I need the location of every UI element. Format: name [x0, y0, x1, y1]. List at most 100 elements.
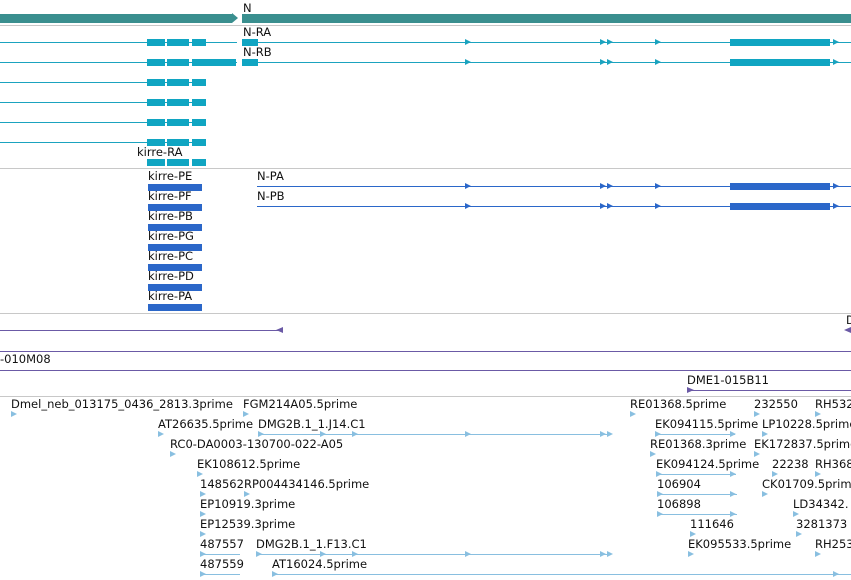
arrow-icon [655, 203, 661, 209]
est-arrow-icon[interactable] [688, 551, 694, 557]
gene-bar-n[interactable] [242, 14, 851, 23]
protein-label-kirre: kirre-PE [148, 169, 193, 183]
est-label: RE01368.5prime [630, 397, 727, 411]
est-line[interactable] [200, 554, 240, 555]
est-arrow-icon[interactable] [754, 411, 760, 417]
transcript-exon[interactable] [147, 159, 165, 166]
transcript-exon [192, 59, 236, 66]
clone-line[interactable] [0, 330, 280, 331]
est-arrow-icon[interactable] [11, 411, 17, 417]
est-arrow-icon[interactable] [200, 511, 206, 517]
est-arrow-icon[interactable] [772, 471, 778, 477]
protein-line[interactable] [257, 186, 851, 187]
transcript-line[interactable] [0, 122, 206, 123]
est-arrow-icon[interactable] [244, 491, 250, 497]
est-line[interactable] [656, 474, 736, 475]
clone-line[interactable] [0, 351, 851, 352]
transcript-exon [167, 119, 189, 126]
est-label: 487557 [200, 537, 244, 551]
arrow-icon [465, 203, 471, 209]
est-arrow-icon [600, 551, 606, 557]
est-arrow-icon[interactable] [650, 451, 656, 457]
protein-exon[interactable] [148, 184, 202, 191]
est-arrow-icon[interactable] [197, 471, 203, 477]
est-arrow-icon [657, 491, 663, 497]
arrow-icon [607, 39, 613, 45]
est-arrow-icon [465, 551, 471, 557]
arrow-icon [465, 183, 471, 189]
est-label: 22238 [772, 457, 809, 471]
protein-label-kirre: kirre-PA [148, 289, 193, 303]
transcript-line[interactable] [242, 42, 851, 43]
est-arrow-icon[interactable] [793, 511, 799, 517]
est-label: 232550 [754, 397, 798, 411]
protein-track-divider [0, 313, 851, 314]
est-arrow-icon[interactable] [815, 471, 821, 477]
transcript-exon [147, 59, 165, 66]
arrow-icon [833, 203, 839, 209]
transcript-exon [242, 59, 258, 66]
est-arrow-icon [730, 431, 736, 437]
protein-exon [730, 183, 830, 190]
est-line[interactable] [657, 514, 737, 515]
protein-exon[interactable] [148, 244, 202, 251]
est-arrow-icon[interactable] [796, 531, 802, 537]
transcript-line[interactable] [0, 42, 237, 43]
est-arrow-icon [352, 431, 358, 437]
clone-line[interactable] [687, 390, 851, 391]
protein-exon[interactable] [148, 284, 202, 291]
est-label: EP12539.3prime [200, 517, 296, 531]
est-arrow-icon[interactable] [170, 451, 176, 457]
est-arrow-icon[interactable] [762, 431, 768, 437]
est-arrow-icon[interactable] [815, 551, 821, 557]
est-label: 106904 [657, 477, 701, 491]
transcript-line[interactable] [242, 62, 851, 63]
est-arrow-icon[interactable] [200, 531, 206, 537]
est-arrow-icon [320, 431, 326, 437]
est-arrow-icon [600, 431, 606, 437]
est-line[interactable] [256, 554, 608, 555]
est-arrow-icon[interactable] [762, 491, 768, 497]
protein-label-kirre: kirre-PG [148, 229, 194, 243]
est-arrow-icon[interactable] [243, 411, 249, 417]
est-arrow-icon[interactable] [158, 431, 164, 437]
est-label: RH532 [815, 397, 851, 411]
est-arrow-icon[interactable] [690, 531, 696, 537]
transcript-line[interactable] [0, 102, 206, 103]
arrow-icon [600, 39, 606, 45]
arrow-left-icon [276, 327, 283, 333]
gene-bar-kirre[interactable] [0, 14, 232, 23]
gene-label-n: N [243, 1, 252, 15]
est-arrow-icon[interactable] [754, 451, 760, 457]
est-arrow-icon [730, 471, 736, 477]
est-line[interactable] [657, 494, 737, 495]
est-arrow-icon[interactable] [815, 411, 821, 417]
est-arrow-icon[interactable] [630, 411, 636, 417]
protein-exon[interactable] [148, 224, 202, 231]
protein-line[interactable] [257, 206, 851, 207]
est-line[interactable] [200, 574, 240, 575]
est-line[interactable] [272, 574, 851, 575]
protein-exon[interactable] [148, 304, 202, 311]
protein-exon[interactable] [148, 264, 202, 271]
clone-label-dme: DME1-015B11 [687, 373, 769, 387]
arrow-icon [607, 183, 613, 189]
est-label: LD34342. [793, 497, 849, 511]
transcript-exon [242, 39, 258, 46]
est-line[interactable] [655, 434, 735, 435]
transcript-exon [730, 39, 830, 46]
transcript-line[interactable] [0, 142, 206, 143]
est-arrow-icon[interactable] [200, 491, 206, 497]
est-line[interactable] [258, 434, 608, 435]
transcript-line[interactable] [0, 82, 206, 83]
est-arrow-icon [465, 431, 471, 437]
transcript-exon [730, 59, 830, 66]
est-label: 111646 [690, 517, 734, 531]
est-label: Dmel_neb_013175_0436_2813.3prime [11, 397, 233, 411]
transcript-exon [167, 39, 189, 46]
transcript-line[interactable] [0, 62, 237, 63]
est-label: CK01709.5prime [762, 477, 851, 491]
est-arrow-icon [655, 431, 661, 437]
protein-exon[interactable] [148, 204, 202, 211]
clone-line[interactable] [0, 370, 851, 371]
